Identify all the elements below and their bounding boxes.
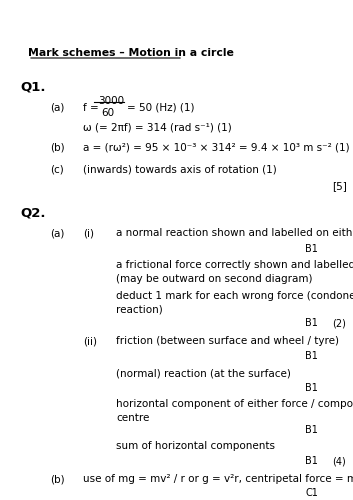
Text: (4): (4) bbox=[332, 456, 346, 466]
Text: = 50 (Hz) (1): = 50 (Hz) (1) bbox=[127, 103, 195, 113]
Text: reaction): reaction) bbox=[116, 305, 163, 315]
Text: 60: 60 bbox=[101, 108, 114, 118]
Text: (c): (c) bbox=[50, 164, 64, 174]
Text: horizontal component of either force / component towards the: horizontal component of either force / c… bbox=[116, 399, 353, 409]
Text: (b): (b) bbox=[50, 143, 65, 153]
Text: a normal reaction shown and labelled on either diagram: a normal reaction shown and labelled on … bbox=[116, 228, 353, 238]
Text: B1: B1 bbox=[305, 318, 318, 328]
Text: (b): (b) bbox=[50, 474, 65, 484]
Text: sum of horizontal components: sum of horizontal components bbox=[116, 441, 275, 451]
Text: (may be outward on second diagram): (may be outward on second diagram) bbox=[116, 274, 312, 284]
Text: (2): (2) bbox=[332, 318, 346, 328]
Text: B1: B1 bbox=[305, 383, 318, 393]
Text: Mark schemes – Motion in a circle: Mark schemes – Motion in a circle bbox=[28, 48, 234, 58]
Text: (normal) reaction (at the surface): (normal) reaction (at the surface) bbox=[116, 368, 291, 378]
Text: B1: B1 bbox=[305, 456, 318, 466]
Text: ω (= 2πf) = 314 (rad s⁻¹) (1): ω (= 2πf) = 314 (rad s⁻¹) (1) bbox=[83, 122, 232, 132]
Text: C1: C1 bbox=[305, 488, 318, 498]
Text: B1: B1 bbox=[305, 351, 318, 361]
Text: (inwards) towards axis of rotation (1): (inwards) towards axis of rotation (1) bbox=[83, 164, 277, 174]
Text: B1: B1 bbox=[305, 244, 318, 254]
Text: Q1.: Q1. bbox=[20, 80, 46, 93]
Text: a = (rω²) = 95 × 10⁻³ × 314² = 9.4 × 10³ m s⁻² (1): a = (rω²) = 95 × 10⁻³ × 314² = 9.4 × 10³… bbox=[83, 143, 349, 153]
Text: (a): (a) bbox=[50, 103, 64, 113]
Text: friction (between surface and wheel / tyre): friction (between surface and wheel / ty… bbox=[116, 336, 339, 346]
Text: B1: B1 bbox=[305, 425, 318, 435]
Text: 3000: 3000 bbox=[98, 96, 124, 106]
Text: [5]: [5] bbox=[332, 181, 347, 191]
Text: centre: centre bbox=[116, 413, 149, 423]
Text: (a): (a) bbox=[50, 228, 64, 238]
Text: (ii): (ii) bbox=[83, 336, 97, 346]
Text: (i): (i) bbox=[83, 228, 94, 238]
Text: deduct 1 mark for each wrong force (condone poor friction /: deduct 1 mark for each wrong force (cond… bbox=[116, 291, 353, 301]
Text: f =: f = bbox=[83, 103, 99, 113]
Text: Q2.: Q2. bbox=[20, 207, 46, 220]
Text: a frictional force correctly shown and labelled on either diagram: a frictional force correctly shown and l… bbox=[116, 260, 353, 270]
Text: use of mg = mv² / r or g = v²r, centripetal force = mv² / r: use of mg = mv² / r or g = v²r, centripe… bbox=[83, 474, 353, 484]
